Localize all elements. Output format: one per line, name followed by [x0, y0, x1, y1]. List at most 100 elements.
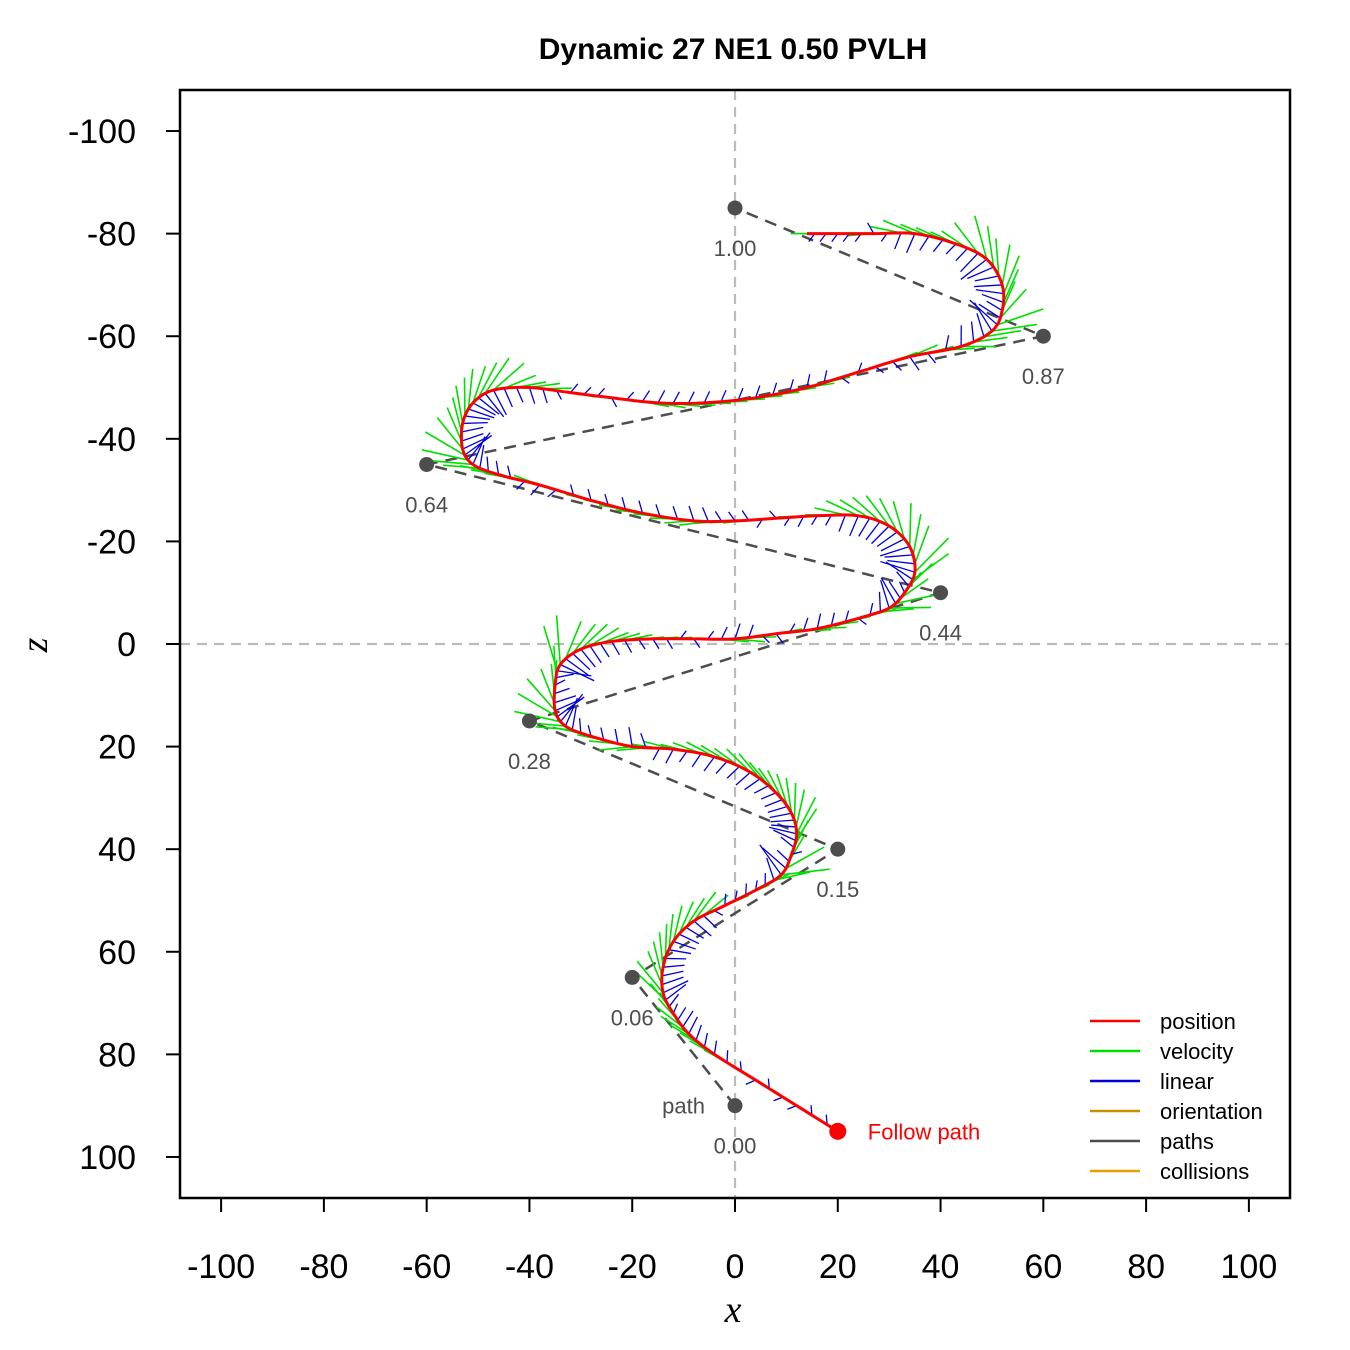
linear-vector	[760, 792, 777, 800]
y-axis-label: z	[14, 637, 56, 653]
linear-vector	[789, 379, 794, 392]
linear-vector	[878, 591, 882, 612]
x-tick-label: 0	[726, 1248, 745, 1286]
velocity-vector	[503, 374, 537, 389]
linear-vector	[701, 507, 709, 522]
linear-vector	[672, 391, 680, 404]
linear-vector	[478, 397, 500, 415]
linear-vector	[554, 679, 566, 686]
linear-vector	[745, 883, 748, 896]
y-tick-label: 80	[98, 1036, 136, 1074]
velocity-vector	[914, 525, 930, 565]
linear-vector	[461, 433, 484, 442]
linear-vector	[762, 847, 787, 869]
linear-vector	[542, 388, 548, 404]
velocity-vector	[451, 397, 463, 433]
velocity-vector	[685, 897, 706, 928]
linear-vector	[464, 415, 490, 420]
agent-marker	[829, 1122, 847, 1140]
velocity-vector	[839, 499, 871, 519]
linear-vector	[892, 361, 902, 371]
linear-vector	[587, 725, 592, 737]
linear-vector	[944, 335, 950, 351]
linear-vector	[898, 581, 906, 593]
linear-vector	[611, 641, 621, 656]
velocity-vector	[636, 972, 667, 1001]
velocity-vector	[865, 495, 890, 527]
linear-vector	[628, 726, 633, 747]
legend-label: paths	[1160, 1129, 1214, 1154]
linear-vector	[906, 233, 916, 254]
velocity-vector	[658, 932, 664, 968]
linear-vector	[557, 670, 592, 677]
linear-vector	[978, 303, 1001, 319]
linear-vector	[724, 893, 727, 906]
velocity-vector	[421, 449, 469, 461]
velocity-vector	[647, 950, 663, 985]
linear-vectors	[461, 222, 1004, 1125]
velocity-vector	[564, 620, 582, 660]
velocity-vector	[852, 496, 881, 523]
y-tick-label: -100	[68, 113, 136, 151]
waypoint-marker	[419, 456, 435, 472]
x-axis-label: x	[724, 1289, 742, 1331]
linear-vector	[759, 844, 782, 876]
x-tick-label: -80	[299, 1248, 348, 1286]
linear-vector	[547, 489, 557, 498]
chart-title: Dynamic 27 NE1 0.50 PVLH	[539, 33, 928, 66]
velocity-vector	[914, 537, 950, 573]
linear-vector	[766, 857, 775, 881]
linear-vector	[745, 1079, 756, 1085]
linear-vector	[720, 626, 728, 640]
velocity-vector	[999, 288, 1027, 319]
linear-vector	[687, 391, 695, 404]
linear-vector	[773, 829, 797, 842]
linear-vector	[894, 232, 902, 250]
plot-area: 0.00 path 0.06 0.15 0.28 0.44 0.64 0.87 1.00 Foll…	[180, 90, 1290, 1198]
velocity-vector	[983, 329, 1022, 338]
linear-vector	[528, 387, 536, 404]
linear-vector	[806, 374, 811, 388]
velocity-vector	[514, 710, 561, 723]
linear-vector	[472, 402, 496, 416]
linear-vector	[570, 383, 579, 394]
linear-vector	[587, 488, 592, 501]
linear-vector	[775, 633, 784, 645]
linear-vector	[976, 313, 985, 337]
linear-vector	[981, 293, 1004, 304]
linear-vector	[715, 760, 728, 775]
linear-vector	[884, 554, 914, 558]
velocity-vector	[636, 960, 664, 994]
linear-vector	[909, 356, 920, 371]
linear-vector	[661, 976, 684, 986]
linear-vector	[703, 756, 715, 772]
velocity-vector	[997, 308, 1044, 326]
legend-label: collisions	[1160, 1159, 1249, 1184]
linear-vector	[825, 514, 832, 526]
velocity-vectors	[421, 215, 1044, 1126]
linear-vector	[720, 389, 727, 403]
linear-vector	[495, 460, 500, 475]
linear-vector	[714, 511, 723, 522]
x-tick-label: 40	[922, 1248, 960, 1286]
velocity-vector	[912, 514, 922, 556]
linear-vector	[673, 940, 696, 950]
velocity-vector	[455, 385, 464, 424]
linear-vector	[975, 289, 1004, 295]
linear-vector	[986, 300, 1003, 312]
velocity-vector	[580, 623, 608, 650]
linear-vector	[880, 560, 916, 573]
velocity-vector	[678, 901, 695, 935]
linear-vector	[769, 812, 792, 819]
linear-vector	[776, 849, 790, 862]
linear-vector	[932, 239, 944, 253]
linear-vector	[554, 687, 570, 695]
legend-label: position	[1160, 1009, 1236, 1034]
linear-vector	[955, 247, 969, 262]
y-axis: -100 -80 -60 -40 -20 0 20 40 60 80 100	[68, 113, 180, 1177]
linear-vector	[823, 370, 828, 383]
linear-vector	[888, 580, 901, 599]
velocity-vector	[776, 773, 789, 807]
velocity-vector	[895, 593, 938, 605]
waypoint-marker	[727, 1098, 743, 1114]
